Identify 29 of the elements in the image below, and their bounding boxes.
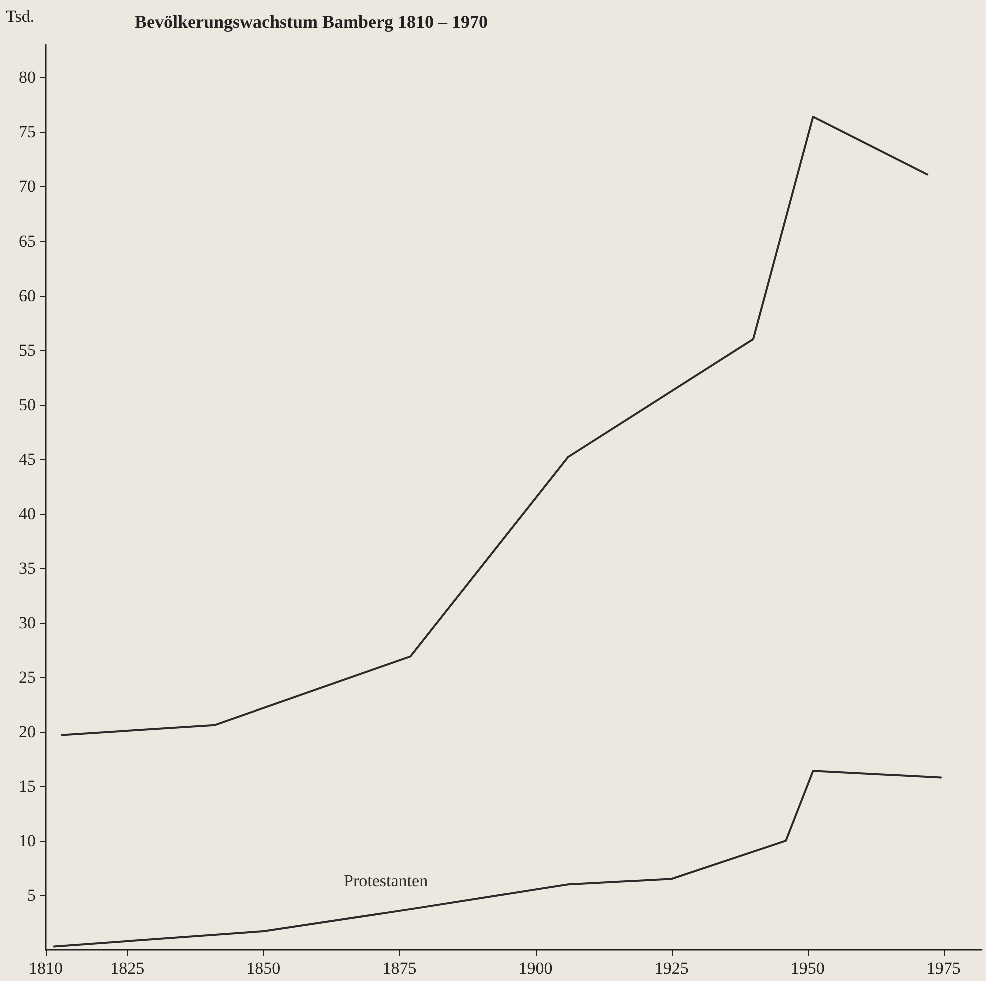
- chart-title: Bevölkerungswachstum Bamberg 1810 – 1970: [135, 12, 488, 32]
- x-tick-label: 1850: [246, 959, 281, 978]
- x-tick-label: 1900: [518, 959, 553, 978]
- line-series: [61, 116, 929, 736]
- series-label: Protestanten: [344, 872, 429, 891]
- y-tick-label: 60: [19, 286, 36, 306]
- y-tick-label: 80: [19, 68, 36, 88]
- x-tick-label: 1810: [29, 959, 63, 978]
- y-tick-label: 10: [19, 831, 36, 850]
- y-tick-label: 55: [19, 340, 36, 360]
- y-tick-label: 35: [19, 558, 36, 578]
- y-tick-label: 20: [19, 722, 36, 742]
- y-axis-title: Tsd.: [6, 7, 35, 26]
- y-tick-label: 75: [19, 122, 36, 142]
- y-tick-label: 45: [19, 450, 36, 469]
- x-tick-label: 1825: [110, 959, 145, 978]
- y-tick-label: 30: [19, 613, 36, 632]
- x-tick-label: 1975: [926, 959, 961, 978]
- y-tick-label: 40: [19, 504, 36, 524]
- x-tick-label: 1950: [790, 959, 825, 978]
- y-tick-label: 25: [19, 668, 36, 687]
- x-tick-label: 1875: [382, 959, 417, 978]
- y-tick-label: 5: [28, 886, 36, 905]
- y-tick-label: 70: [19, 177, 36, 196]
- y-tick-label: 65: [19, 232, 36, 251]
- y-tick-label: 15: [19, 776, 36, 796]
- x-tick-label: 1925: [654, 959, 689, 978]
- line-series: [53, 770, 942, 948]
- y-tick-label: 50: [19, 395, 36, 414]
